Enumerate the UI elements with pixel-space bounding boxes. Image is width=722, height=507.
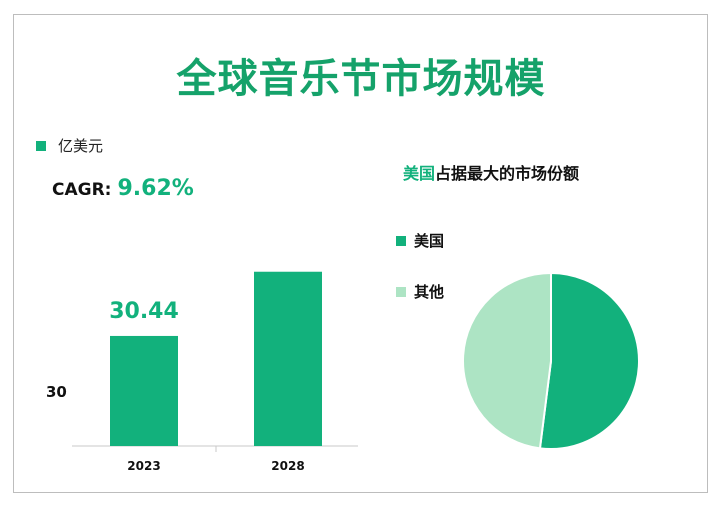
page-title: 全球音乐节市场规模 xyxy=(176,56,546,102)
pie-legend-swatch-usa xyxy=(396,235,406,246)
cagr-label: CAGR: xyxy=(52,180,112,200)
x-tick-label-2028: 2028 xyxy=(271,459,304,473)
pie-title-rest: 占据最大的市场份额 xyxy=(435,164,580,183)
bar-legend: 亿美元 xyxy=(36,135,103,156)
pie-legend-usa: 美国 xyxy=(396,230,444,251)
cagr-value: 9.62% xyxy=(117,176,194,201)
pie-legend-other: 其他 xyxy=(396,281,444,302)
bar-2023 xyxy=(110,335,178,446)
data-label-2023: 30.44 xyxy=(109,299,179,324)
pie-legend-label-other: 其他 xyxy=(414,283,445,301)
pie-slice-other xyxy=(462,271,552,450)
chart-frame xyxy=(13,14,708,493)
pie-title: 美国占据最大的市场份额 xyxy=(403,160,579,184)
cagr-text: CAGR: 9.62% xyxy=(52,176,194,201)
pie-legend-swatch-other xyxy=(396,286,406,297)
x-tick-label-2023: 2023 xyxy=(127,459,160,473)
pie-legend-label-usa: 美国 xyxy=(414,232,445,250)
bar-legend-label: 亿美元 xyxy=(58,137,104,155)
pie-slice-usa xyxy=(538,271,640,450)
bar-2028 xyxy=(254,271,322,446)
bar-legend-swatch xyxy=(36,140,46,151)
pie-title-highlight: 美国 xyxy=(403,164,436,183)
y-tick-label: 30 xyxy=(46,383,67,401)
